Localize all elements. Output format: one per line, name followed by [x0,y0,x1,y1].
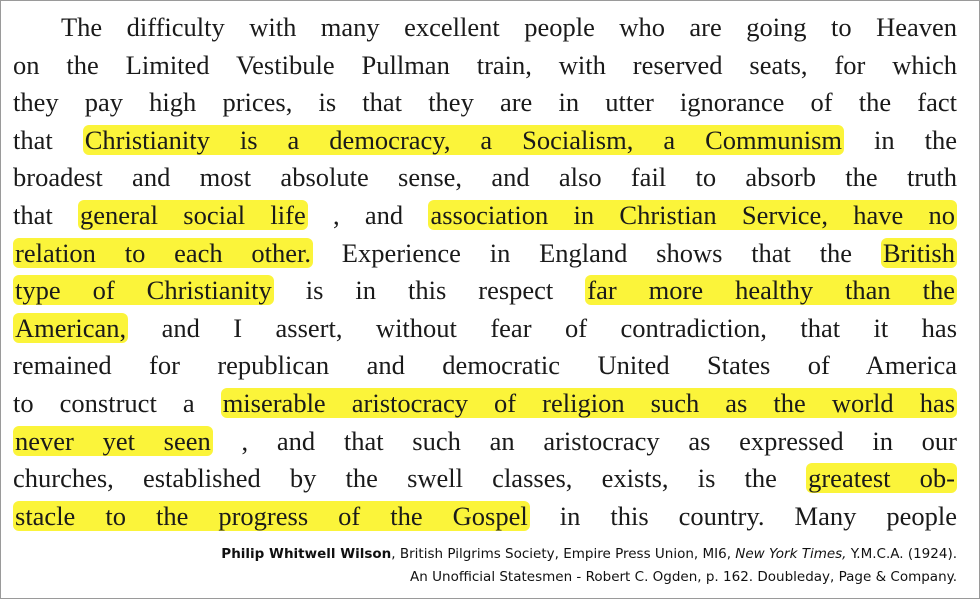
highlighted-text: relation to each other. [13,237,313,268]
text: on the Limited Vestibule Pullman train, … [13,49,957,80]
caption-text: , British Pilgrims Society, Empire Press… [391,546,736,562]
author: Philip Whitwell Wilson [221,546,392,562]
highlighted-text: association in Christian Service, have n… [428,199,958,230]
text: broadest and most absolute sense, and al… [13,162,957,193]
text: in the [874,124,958,155]
text-line: The difficulty with many excellent peopl… [13,9,957,47]
text-line: never yet seen , and that such an aristo… [13,423,957,461]
text-line: type of Christianity is in this respect … [13,272,958,310]
highlighted-text: British [880,237,957,268]
text-line: that general social life , and associati… [13,197,958,235]
text-line: stacle to the progress of the Gospel in … [13,498,957,536]
text: to construct a [13,387,195,418]
text: and I assert, without fear of contradict… [161,312,958,343]
text-line: relation to each other. Experience in En… [13,235,957,273]
text: , and [333,199,404,230]
text-line: remained for republican and democratic U… [13,347,957,385]
text: in this country. Many people [559,500,958,531]
caption-publication: New York Times, [735,546,847,562]
highlighted-text: stacle to the progress of the Gospel [13,500,530,531]
text-line: on the Limited Vestibule Pullman train, … [13,47,957,85]
text: is in this respect [305,275,554,306]
caption-text: Y.M.C.A. (1924). [846,546,957,562]
highlighted-text: type of Christianity [13,275,274,306]
text-line: American, and I assert, without fear of … [13,310,957,348]
text: remained for republican and democratic U… [13,350,957,381]
highlighted-text: Christianity is a democracy, a Socialism… [82,124,845,155]
caption-line: Philip Whitwell Wilson, British Pilgrims… [221,543,957,566]
paragraph: The difficulty with many excellent peopl… [13,9,958,536]
text-line: to construct a miserable aristocracy of … [13,385,958,423]
text: that [13,124,53,155]
text: that [13,199,53,230]
text-line: that Christianity is a democracy, a Soci… [13,122,957,160]
highlighted-text: never yet seen [13,425,213,456]
caption-line: An Unofficial Statesmen - Robert C. Ogde… [410,569,957,585]
text: churches, established by the swell class… [13,463,777,494]
caption: Philip Whitwell Wilson, British Pilgrims… [221,543,957,589]
highlighted-text: American, [13,312,129,343]
text: , and that such an aristocracy as expres… [241,425,958,456]
highlighted-text: far more healthy than the [585,275,958,306]
text: they pay high prices, is that they are i… [13,87,957,118]
highlighted-text: miserable aristocracy of religion such a… [220,387,958,418]
text-line: they pay high prices, is that they are i… [13,84,957,122]
text-line: broadest and most absolute sense, and al… [13,159,957,197]
highlighted-text: greatest ob- [806,463,957,494]
text: The difficulty with many excellent peopl… [61,12,957,42]
text-line: churches, established by the swell class… [13,460,957,498]
text: Experience in England shows that the [341,237,853,268]
highlighted-text: general social life [78,199,308,230]
